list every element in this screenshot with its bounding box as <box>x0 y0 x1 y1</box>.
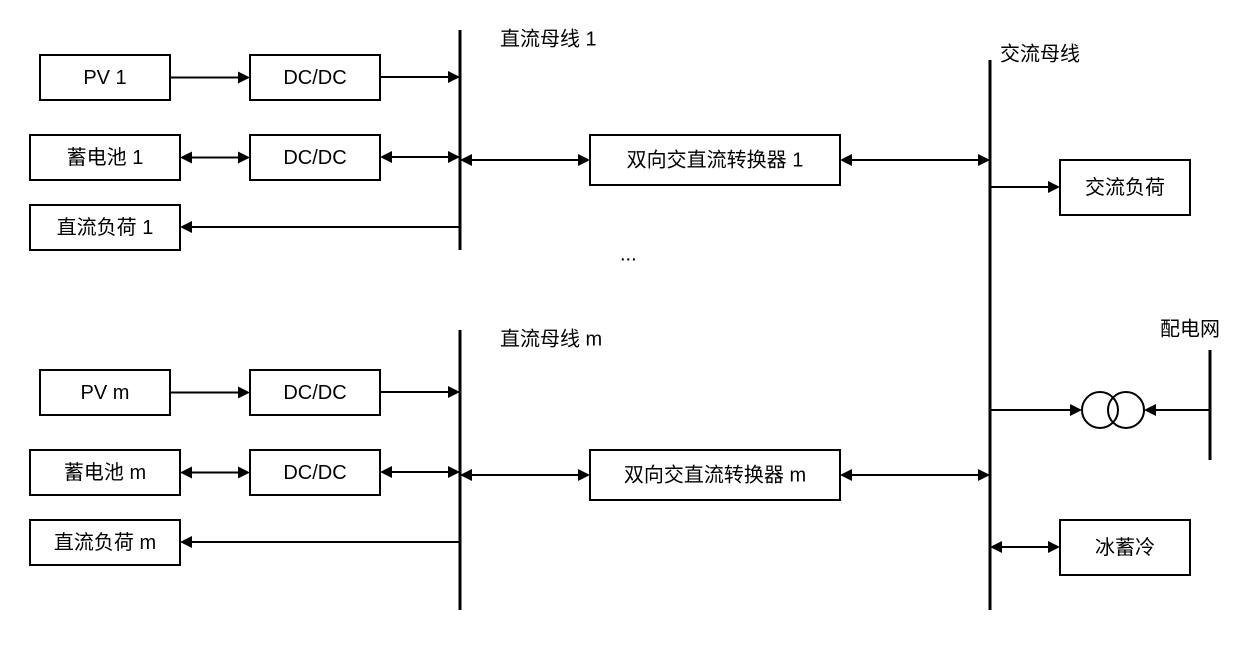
ac-bus-label: 交流母线 <box>1000 42 1080 65</box>
pv1-label: PV 1 <box>83 67 126 89</box>
bat1-label: 蓄电池 1 <box>67 146 144 169</box>
dcload1-label: 直流负荷 1 <box>57 216 154 239</box>
transformer-coil-2 <box>1108 392 1144 428</box>
ice-label: 冰蓄冷 <box>1095 536 1155 559</box>
convm-label: 双向交直流转换器 m <box>624 463 806 486</box>
dcdcma-label: DC/DC <box>283 382 346 404</box>
grid-label: 配电网 <box>1160 317 1220 340</box>
dcdc1a-label: DC/DC <box>283 67 346 89</box>
conv1-label: 双向交直流转换器 1 <box>627 148 804 171</box>
batm-label: 蓄电池 m <box>64 461 146 484</box>
acload-label: 交流负荷 <box>1085 176 1165 199</box>
dcloadm-label: 直流负荷 m <box>54 531 156 554</box>
microgrid-diagram: 直流母线 1 直流母线 m 交流母线配电网... PV 1 DC/DC 蓄电池 1 DC/D… <box>0 0 1240 654</box>
dcdcmb-label: DC/DC <box>283 462 346 484</box>
dcdc1b-label: DC/DC <box>283 147 346 169</box>
dc-bus-1-label: 直流母线 1 <box>500 27 597 50</box>
dc-bus-m-label: 直流母线 m <box>500 327 602 350</box>
pvm-label: PV m <box>81 382 130 404</box>
ellipsis: ... <box>620 243 637 265</box>
